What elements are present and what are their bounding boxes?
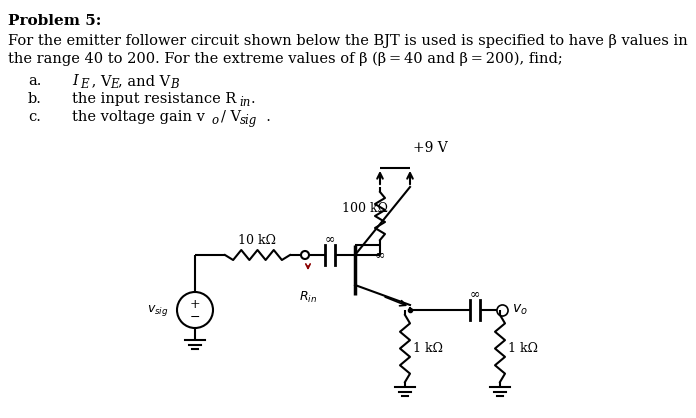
Text: ∞: ∞ [375,248,385,261]
Text: E: E [110,78,118,91]
Text: .: . [257,110,271,124]
Text: the range 40 to 200. For the extreme values of β (β = 40 and β = 200), find;: the range 40 to 200. For the extreme val… [8,52,563,66]
Text: 10 kΩ: 10 kΩ [239,234,276,247]
Text: 1 kΩ: 1 kΩ [413,342,443,355]
Text: a.: a. [28,74,41,88]
Text: +9 V: +9 V [413,141,448,155]
Text: ∞: ∞ [470,288,480,301]
Text: / V: / V [221,110,241,124]
Text: 100 kΩ: 100 kΩ [342,202,388,215]
Circle shape [301,251,309,259]
Text: in: in [239,96,251,109]
Text: sig: sig [240,114,258,127]
Text: the input resistance R: the input resistance R [72,92,236,106]
Text: o: o [212,114,219,127]
Text: $R_{in}$: $R_{in}$ [299,290,317,305]
Text: I: I [72,74,78,88]
Text: , and V: , and V [118,74,171,88]
Text: $v_{sig}$: $v_{sig}$ [148,303,169,318]
Text: −: − [190,311,200,324]
Text: b.: b. [28,92,42,106]
Text: 1 kΩ: 1 kΩ [508,342,538,355]
Text: , V: , V [87,74,111,88]
Text: .: . [251,92,255,106]
Text: E: E [80,78,88,91]
Text: c.: c. [28,110,41,124]
Text: ∞: ∞ [325,232,335,245]
Text: B: B [170,78,179,91]
Text: Problem 5:: Problem 5: [8,14,102,28]
Text: $v_o$: $v_o$ [512,303,528,317]
Text: +: + [190,298,200,311]
Text: the voltage gain v: the voltage gain v [72,110,205,124]
Text: For the emitter follower circuit shown below the BJT is used is specified to hav: For the emitter follower circuit shown b… [8,34,688,48]
